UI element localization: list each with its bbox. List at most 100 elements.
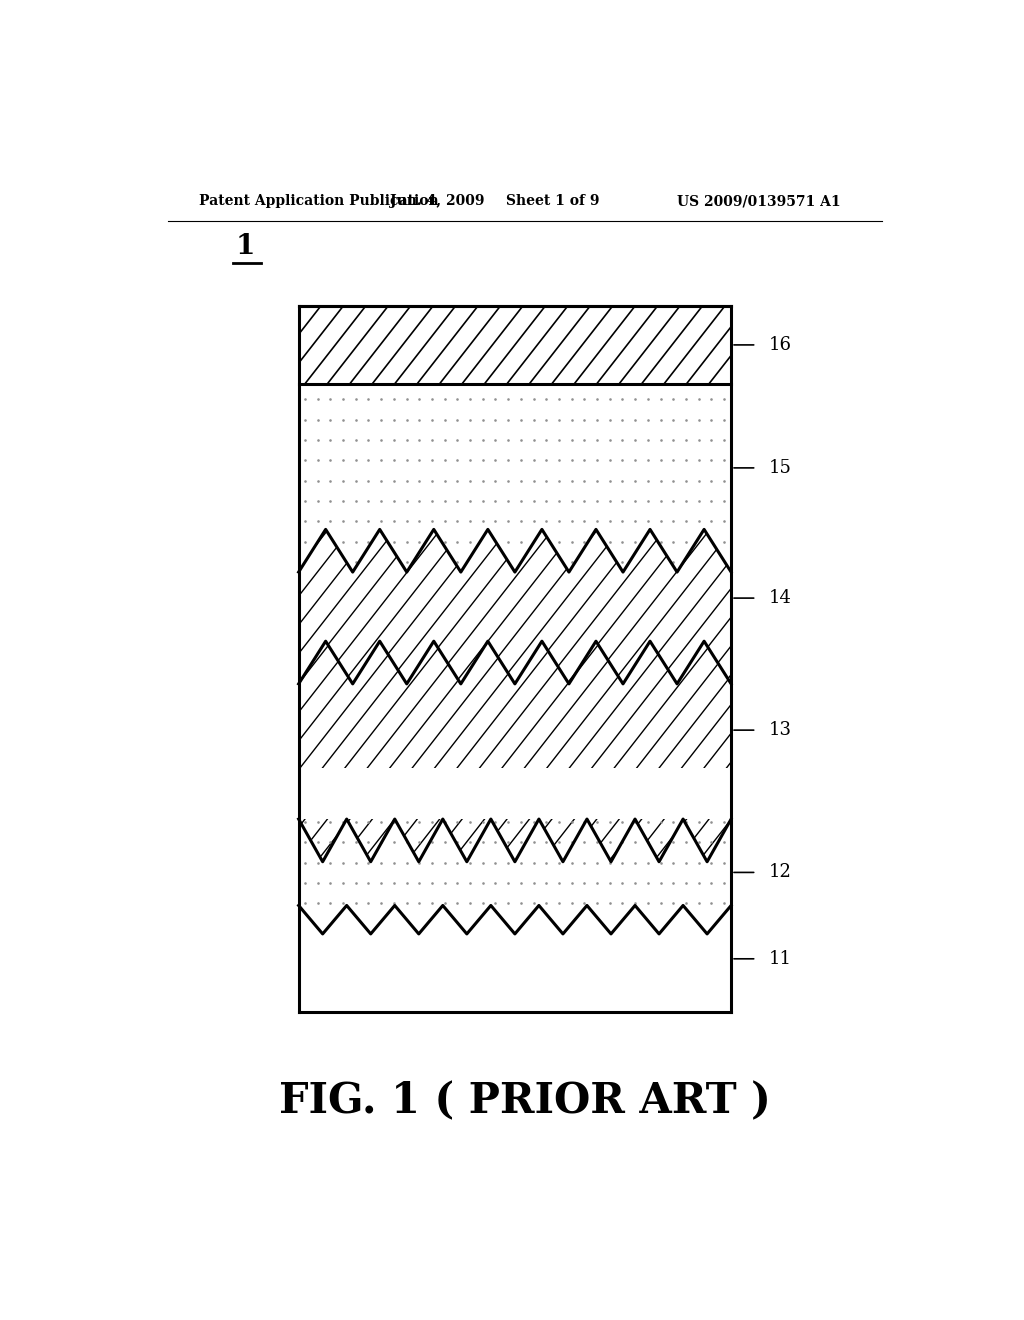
Point: [500, 470, 516, 491]
Point: [347, 429, 364, 450]
Point: [614, 531, 631, 552]
Point: [398, 892, 415, 913]
Point: [424, 511, 440, 532]
Point: [703, 490, 720, 511]
Point: [640, 388, 656, 409]
Point: [436, 853, 453, 874]
Point: [577, 470, 593, 491]
Point: [703, 511, 720, 532]
Point: [614, 470, 631, 491]
Point: [627, 450, 643, 471]
Point: [323, 913, 339, 935]
Point: [589, 388, 605, 409]
Point: [450, 832, 466, 853]
Point: [665, 388, 681, 409]
Point: [627, 511, 643, 532]
Point: [652, 531, 669, 552]
Point: [640, 511, 656, 532]
Point: [424, 470, 440, 491]
Point: [297, 913, 313, 935]
Point: [551, 832, 567, 853]
Point: [474, 832, 490, 853]
Point: [716, 531, 732, 552]
Point: [716, 812, 732, 833]
Point: [652, 388, 669, 409]
Point: [703, 470, 720, 491]
Point: [513, 490, 529, 511]
Point: [589, 531, 605, 552]
Point: [323, 552, 339, 573]
Point: [525, 913, 542, 935]
Point: [373, 873, 389, 894]
Point: [500, 552, 516, 573]
Point: [716, 892, 732, 913]
Point: [297, 531, 313, 552]
Point: [513, 388, 529, 409]
Point: [652, 812, 669, 833]
Text: Patent Application Publication: Patent Application Publication: [200, 194, 439, 209]
Point: [525, 450, 542, 471]
Point: [525, 388, 542, 409]
Point: [386, 490, 402, 511]
Point: [436, 873, 453, 894]
Point: [563, 832, 580, 853]
Point: [601, 873, 617, 894]
Point: [551, 913, 567, 935]
Point: [424, 409, 440, 430]
Point: [678, 913, 694, 935]
Point: [525, 490, 542, 511]
Point: [373, 892, 389, 913]
Point: [551, 892, 567, 913]
Point: [436, 470, 453, 491]
Point: [690, 873, 707, 894]
Point: [398, 511, 415, 532]
Point: [462, 511, 478, 532]
Point: [462, 490, 478, 511]
Point: [640, 873, 656, 894]
Point: [373, 531, 389, 552]
Point: [589, 552, 605, 573]
Point: [513, 853, 529, 874]
Point: [487, 873, 504, 894]
Point: [716, 490, 732, 511]
Point: [500, 873, 516, 894]
Point: [601, 552, 617, 573]
Polygon shape: [299, 529, 731, 684]
Point: [500, 450, 516, 471]
Point: [323, 470, 339, 491]
Point: [652, 552, 669, 573]
Point: [665, 490, 681, 511]
Point: [665, 832, 681, 853]
Point: [436, 409, 453, 430]
Point: [386, 853, 402, 874]
Point: [411, 552, 427, 573]
Point: [450, 409, 466, 430]
Point: [347, 470, 364, 491]
Point: [386, 531, 402, 552]
Point: [487, 552, 504, 573]
Point: [538, 812, 554, 833]
Point: [678, 853, 694, 874]
Point: [309, 552, 326, 573]
Point: [538, 873, 554, 894]
Point: [386, 892, 402, 913]
Point: [563, 892, 580, 913]
Point: [678, 388, 694, 409]
Point: [347, 388, 364, 409]
Point: [652, 450, 669, 471]
Point: [487, 429, 504, 450]
Point: [665, 470, 681, 491]
Point: [538, 470, 554, 491]
Point: [398, 490, 415, 511]
Point: [335, 429, 351, 450]
Point: [665, 552, 681, 573]
Point: [398, 450, 415, 471]
Point: [577, 511, 593, 532]
Point: [462, 832, 478, 853]
Point: [589, 511, 605, 532]
Point: [614, 552, 631, 573]
Point: [474, 429, 490, 450]
Point: [335, 470, 351, 491]
Point: [309, 409, 326, 430]
Point: [678, 873, 694, 894]
